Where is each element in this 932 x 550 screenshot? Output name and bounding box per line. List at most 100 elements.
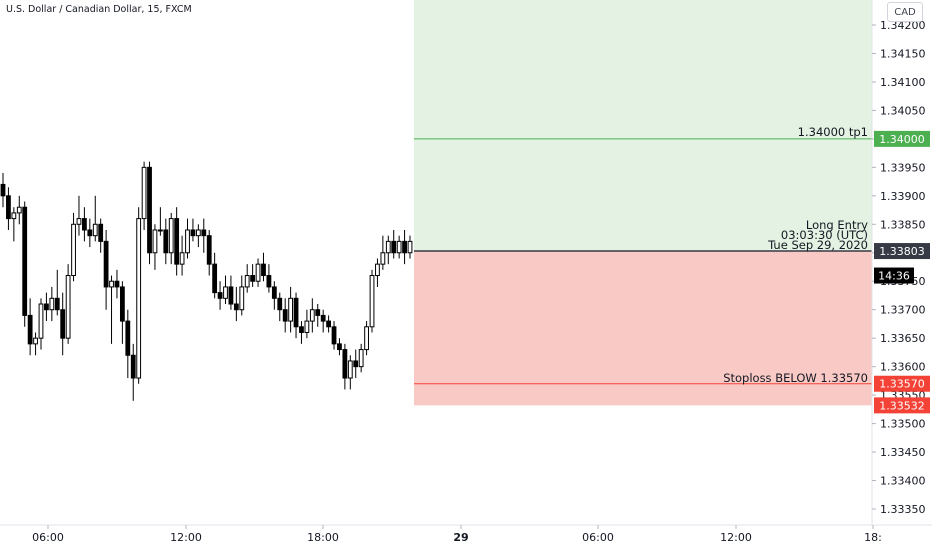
candle — [201, 218, 207, 253]
price-tick-label: 1.33600 — [880, 361, 926, 374]
price-badge-bg — [874, 267, 914, 284]
candle — [11, 207, 17, 242]
price-badge-bg — [874, 397, 930, 414]
candle — [38, 298, 44, 350]
time-tick-label: 18: — [864, 531, 882, 544]
candle — [326, 315, 331, 333]
candle-body — [385, 240, 391, 254]
candle-body — [347, 360, 353, 379]
price-tick-label: 1.34150 — [880, 47, 926, 60]
candle-body — [206, 235, 212, 265]
candle-body — [185, 229, 190, 254]
price-badge-label: 1.33570 — [879, 378, 925, 391]
candle-body — [190, 229, 196, 237]
price-badge: 1.33532 — [874, 397, 930, 414]
currency-button[interactable]: CAD — [887, 2, 923, 22]
candle-body — [250, 275, 256, 282]
price-tick-label: 1.34200 — [880, 19, 926, 32]
candle-body — [38, 303, 44, 339]
candle — [49, 286, 55, 322]
price-badge-bg — [874, 243, 930, 260]
candle — [71, 212, 76, 282]
candle-body — [369, 275, 375, 328]
candle-body — [407, 240, 413, 254]
candle-body — [255, 263, 261, 282]
candle — [396, 235, 402, 259]
price-badge: 1.33803 — [874, 243, 930, 260]
candle-body — [174, 218, 180, 265]
candle — [6, 187, 11, 230]
candle-body — [223, 286, 228, 299]
candle — [261, 252, 266, 282]
candle — [22, 201, 28, 327]
time-tick-label: 06:00 — [582, 531, 614, 544]
candle-body — [282, 309, 288, 322]
price-tick-label: 1.33900 — [880, 190, 926, 203]
candle-body — [288, 297, 294, 322]
candle — [331, 321, 337, 350]
profit-zone — [414, 0, 872, 252]
price-badge-label: 14:36 — [878, 270, 910, 283]
candle — [125, 309, 131, 379]
candle — [315, 304, 321, 327]
chart-title: U.S. Dollar / Canadian Dollar, 15, FXCM — [6, 4, 192, 15]
candle-body — [364, 326, 369, 351]
candle — [228, 275, 234, 310]
candle-body — [326, 320, 331, 328]
candle — [233, 286, 239, 322]
candle — [212, 252, 218, 299]
candle — [141, 161, 147, 230]
candle-body — [54, 297, 60, 311]
candle — [407, 235, 413, 259]
price-badge-bg — [874, 375, 930, 392]
candle-body — [33, 337, 38, 345]
price-tick-label: 1.33700 — [880, 304, 926, 317]
candle — [157, 207, 163, 236]
candle-body — [304, 320, 310, 333]
candle-body — [98, 223, 104, 242]
candle-body — [157, 229, 163, 232]
candle-body — [266, 275, 272, 288]
candle-body — [309, 309, 315, 322]
candle — [375, 258, 380, 287]
price-tick-label: 1.33450 — [880, 446, 926, 459]
candle-body — [233, 303, 239, 311]
candle — [304, 309, 310, 339]
candle-body — [375, 263, 380, 277]
entry-label-line3: Tue Sep 29, 2020 — [768, 238, 868, 252]
candle-body — [277, 297, 283, 311]
entry-label-line2: 03:03:30 (UTC) — [780, 228, 868, 242]
time-tick-label: 18:00 — [307, 531, 339, 544]
candle-body — [152, 229, 158, 254]
candle-body — [147, 166, 152, 254]
time-tick-label: 29 — [453, 531, 468, 544]
candle-body — [391, 240, 397, 254]
candle-body — [212, 263, 218, 294]
candle — [309, 298, 315, 333]
candle — [98, 218, 104, 253]
candle-body — [65, 275, 71, 339]
candle — [27, 298, 33, 356]
candle — [92, 195, 98, 242]
candle — [342, 343, 348, 390]
candle-body — [71, 223, 76, 277]
candle — [347, 355, 353, 390]
candle-body — [130, 354, 136, 379]
price-tick-label: 1.34100 — [880, 76, 926, 89]
candle — [195, 224, 201, 248]
price-badge-label: 1.34000 — [879, 133, 925, 146]
candle — [239, 275, 245, 316]
candle — [217, 281, 223, 310]
candle — [33, 332, 38, 356]
stoploss-label: Stoploss BELOW 1.33570 — [723, 371, 868, 385]
candle — [402, 229, 407, 265]
price-tick-label: 1.34050 — [880, 104, 926, 117]
candle — [179, 235, 185, 276]
candle — [44, 292, 49, 322]
candle — [282, 298, 288, 333]
candle-body — [358, 349, 364, 368]
candle-body — [195, 229, 201, 237]
candle — [385, 235, 391, 265]
candle-body — [114, 280, 120, 288]
